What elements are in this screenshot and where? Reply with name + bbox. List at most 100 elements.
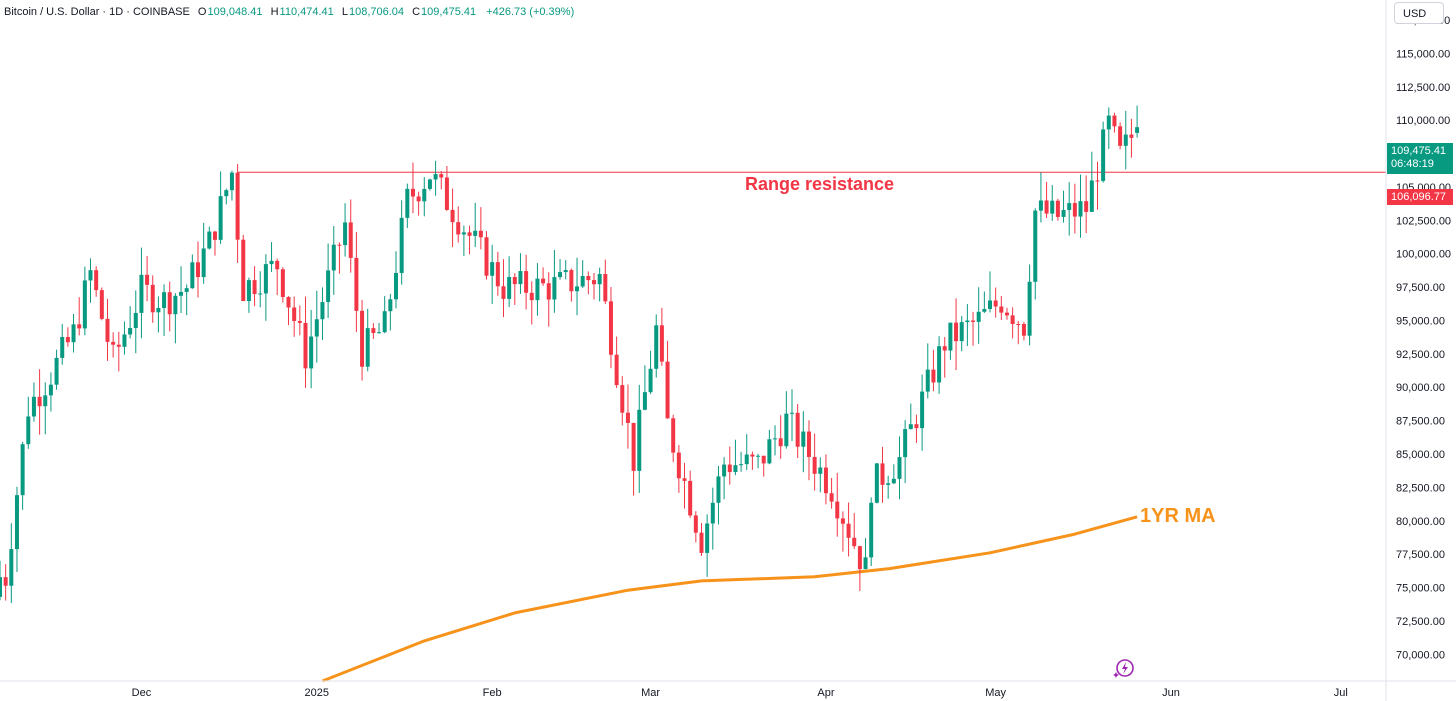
candle-body: [365, 328, 370, 367]
candle-body: [524, 271, 529, 293]
candle-body: [263, 264, 268, 294]
candle-body: [614, 354, 619, 386]
currency-button[interactable]: USD: [1394, 2, 1444, 24]
candle-body: [1101, 129, 1106, 181]
candle-body: [648, 368, 653, 393]
x-tick-label: Apr: [817, 687, 834, 699]
candle-body: [580, 275, 585, 287]
candle-body: [823, 467, 828, 494]
y-tick-label: 112,500.00: [1396, 82, 1450, 94]
candle-body: [563, 270, 568, 273]
candle-body: [671, 418, 676, 453]
candle-body: [1078, 201, 1083, 217]
candle-body: [535, 278, 540, 301]
candle-body: [1033, 210, 1038, 282]
countdown-value: 06:48:19: [1391, 158, 1434, 170]
candle-body: [1004, 312, 1009, 316]
candles-layer: [0, 105, 1140, 604]
lightning-bolt-icon[interactable]: [1113, 657, 1135, 679]
candle-body: [1067, 203, 1072, 210]
candle-body: [173, 295, 178, 315]
candle-body: [971, 320, 976, 322]
candle-body: [722, 464, 727, 477]
candle-body: [835, 501, 840, 519]
close-label: C: [412, 6, 421, 18]
candle-body: [1050, 200, 1055, 214]
candle-body: [229, 172, 234, 191]
candle-body: [818, 467, 823, 474]
candle-body: [1135, 127, 1140, 133]
candle-body: [212, 231, 217, 240]
candle-body: [410, 188, 415, 197]
candle-body: [1044, 200, 1049, 214]
candle-body: [710, 502, 715, 524]
candle-body: [128, 328, 133, 335]
candle-body: [427, 179, 432, 189]
candle-body: [354, 257, 359, 311]
y-tick-label: 77,500.00: [1396, 549, 1445, 561]
y-tick-label: 115,000.00: [1396, 48, 1450, 60]
resistance-price-value: 106,096.77: [1391, 191, 1447, 203]
candle-body: [512, 277, 517, 285]
ma-line: [321, 515, 1138, 683]
candle-body: [484, 237, 489, 276]
open-value: 109,048.41: [207, 6, 263, 18]
candle-body: [727, 464, 732, 473]
candle-body: [473, 230, 478, 236]
candle-body: [1084, 201, 1089, 212]
x-tick-label: 2025: [305, 687, 329, 699]
candle-body: [897, 457, 902, 479]
candle-body: [31, 396, 36, 417]
candle-body: [586, 275, 591, 281]
candle-body: [659, 325, 664, 362]
candle-body: [575, 286, 580, 292]
candle-body: [608, 301, 613, 355]
candle-body: [620, 385, 625, 413]
y-tick-label: 82,500.00: [1396, 482, 1445, 494]
candle-body: [518, 271, 523, 285]
candle-body: [558, 272, 563, 278]
x-tick-label: Jun: [1162, 687, 1180, 699]
x-tick-label: Dec: [132, 687, 152, 699]
candle-body: [82, 280, 87, 329]
candle-body: [314, 319, 319, 337]
candle-body: [699, 532, 704, 553]
candle-body: [196, 262, 200, 278]
candle-body: [642, 392, 647, 410]
candle-body: [14, 495, 19, 550]
candle-body: [246, 280, 251, 302]
candle-body: [20, 444, 25, 496]
candle-body: [920, 391, 925, 429]
candle-body: [806, 431, 811, 457]
candle-body: [258, 293, 263, 295]
candle-body: [145, 274, 150, 285]
candle-body: [569, 270, 574, 292]
candle-body: [405, 188, 410, 218]
candle-body: [0, 577, 2, 597]
candle-body: [60, 336, 65, 358]
open-label: O: [197, 6, 207, 18]
x-tick-label: Feb: [483, 687, 502, 699]
candle-body: [224, 190, 229, 197]
candle-body: [891, 478, 896, 484]
candle-body: [309, 336, 314, 369]
y-tick-label: 85,000.00: [1396, 449, 1445, 461]
candle-body: [3, 577, 8, 586]
candle-body: [993, 300, 998, 307]
candle-body: [467, 232, 472, 236]
candle-body: [744, 454, 749, 465]
candle-body: [133, 312, 138, 329]
candle-body: [179, 291, 184, 296]
x-tick-label: May: [985, 687, 1006, 699]
candle-body: [416, 196, 421, 202]
candle-body: [756, 455, 761, 457]
candle-body: [942, 346, 947, 351]
candle-body: [846, 523, 851, 538]
candle-body: [1106, 115, 1111, 130]
candle-body: [665, 361, 670, 419]
ma-layer: [321, 515, 1138, 683]
candle-body: [99, 290, 104, 319]
candle-body: [360, 310, 365, 367]
candle-body: [790, 412, 794, 414]
